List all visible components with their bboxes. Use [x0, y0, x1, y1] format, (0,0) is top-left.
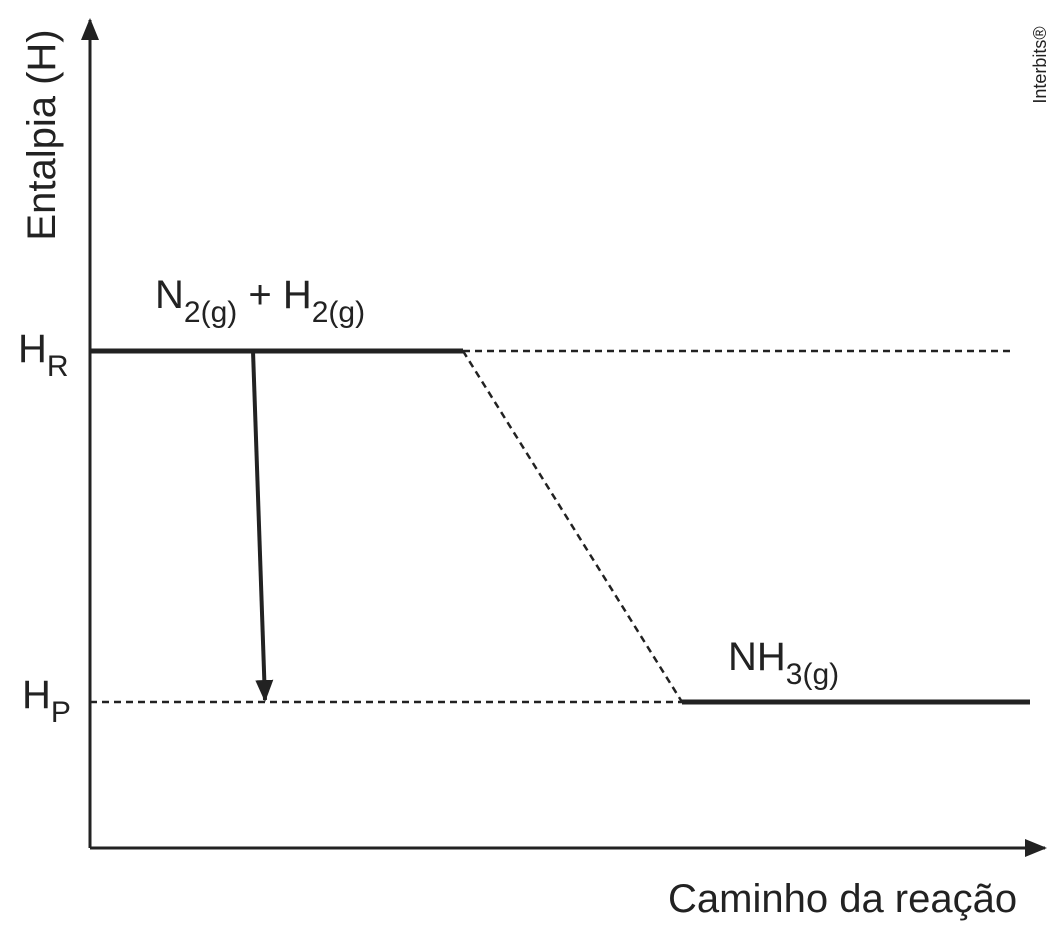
text-part: N: [155, 273, 184, 317]
y-axis-label: Entalpia (H): [20, 29, 64, 240]
text-part: H: [18, 327, 47, 371]
credit: Interbits®: [1030, 26, 1050, 103]
species-label: N2(g) + H2(g): [155, 273, 365, 329]
text-part: + H: [237, 273, 311, 317]
text-part: H: [22, 673, 51, 717]
x-axis-label: Caminho da reação: [668, 877, 1017, 921]
level-label: HR: [18, 327, 69, 383]
subscript: R: [47, 350, 69, 383]
reaction-path: [461, 350, 684, 703]
subscript: 3(g): [786, 658, 839, 691]
subscript: P: [51, 696, 71, 729]
text-part: NH: [728, 635, 786, 679]
level-label: HP: [22, 673, 71, 729]
species-label: NH3(g): [728, 635, 839, 691]
subscript: 2(g): [184, 296, 237, 329]
subscript: 2(g): [312, 296, 365, 329]
delta-h-arrow: [251, 350, 274, 702]
